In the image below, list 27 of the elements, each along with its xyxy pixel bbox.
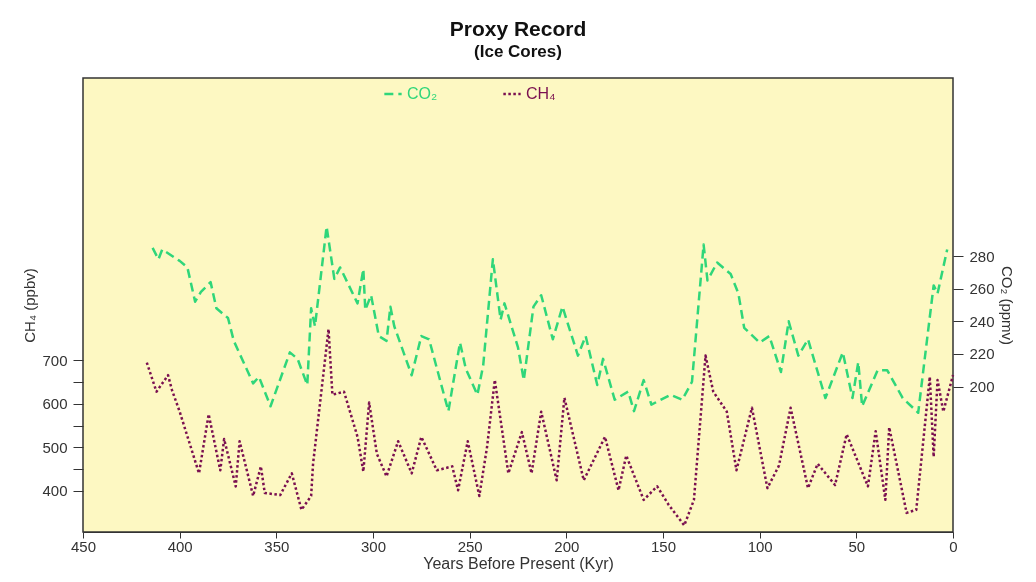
x-tick-label: 350 <box>264 537 290 555</box>
x-tick-label: 200 <box>554 537 580 555</box>
x-tick-label: 400 <box>167 537 193 555</box>
x-tick-label: 50 <box>848 537 866 555</box>
y-tick-label: 400 <box>42 482 68 500</box>
y-tick-label: 600 <box>42 395 68 413</box>
legend-label: CH₄ <box>526 85 556 102</box>
y2-axis-title: CO₂ (ppmv) <box>998 265 1016 346</box>
y2-tick-label: 280 <box>969 247 995 265</box>
chart-title: Proxy Record <box>449 17 587 40</box>
y2-tick-label: 220 <box>969 345 995 363</box>
x-tick-label: 250 <box>457 537 483 555</box>
x-tick-label: 450 <box>70 537 97 555</box>
y2-tick-label: 240 <box>969 312 995 330</box>
chart-subtitle: (Ice Cores) <box>474 42 562 61</box>
x-tick-label: 0 <box>949 537 958 555</box>
x-tick-label: 100 <box>747 537 773 555</box>
y-tick-label: 500 <box>42 438 68 456</box>
x-tick-label: 300 <box>360 537 387 555</box>
y2-tick-label: 200 <box>969 378 995 396</box>
x-tick-label: 150 <box>650 537 677 555</box>
legend-label: CO₂ <box>407 85 438 102</box>
y-axis-title: CH₄ (ppbv) <box>21 268 39 343</box>
x-axis-title: Years Before Present (Kyr) <box>423 554 614 572</box>
y-tick-label: 700 <box>42 351 68 369</box>
y2-tick-label: 260 <box>969 280 995 298</box>
line-series <box>145 327 955 527</box>
